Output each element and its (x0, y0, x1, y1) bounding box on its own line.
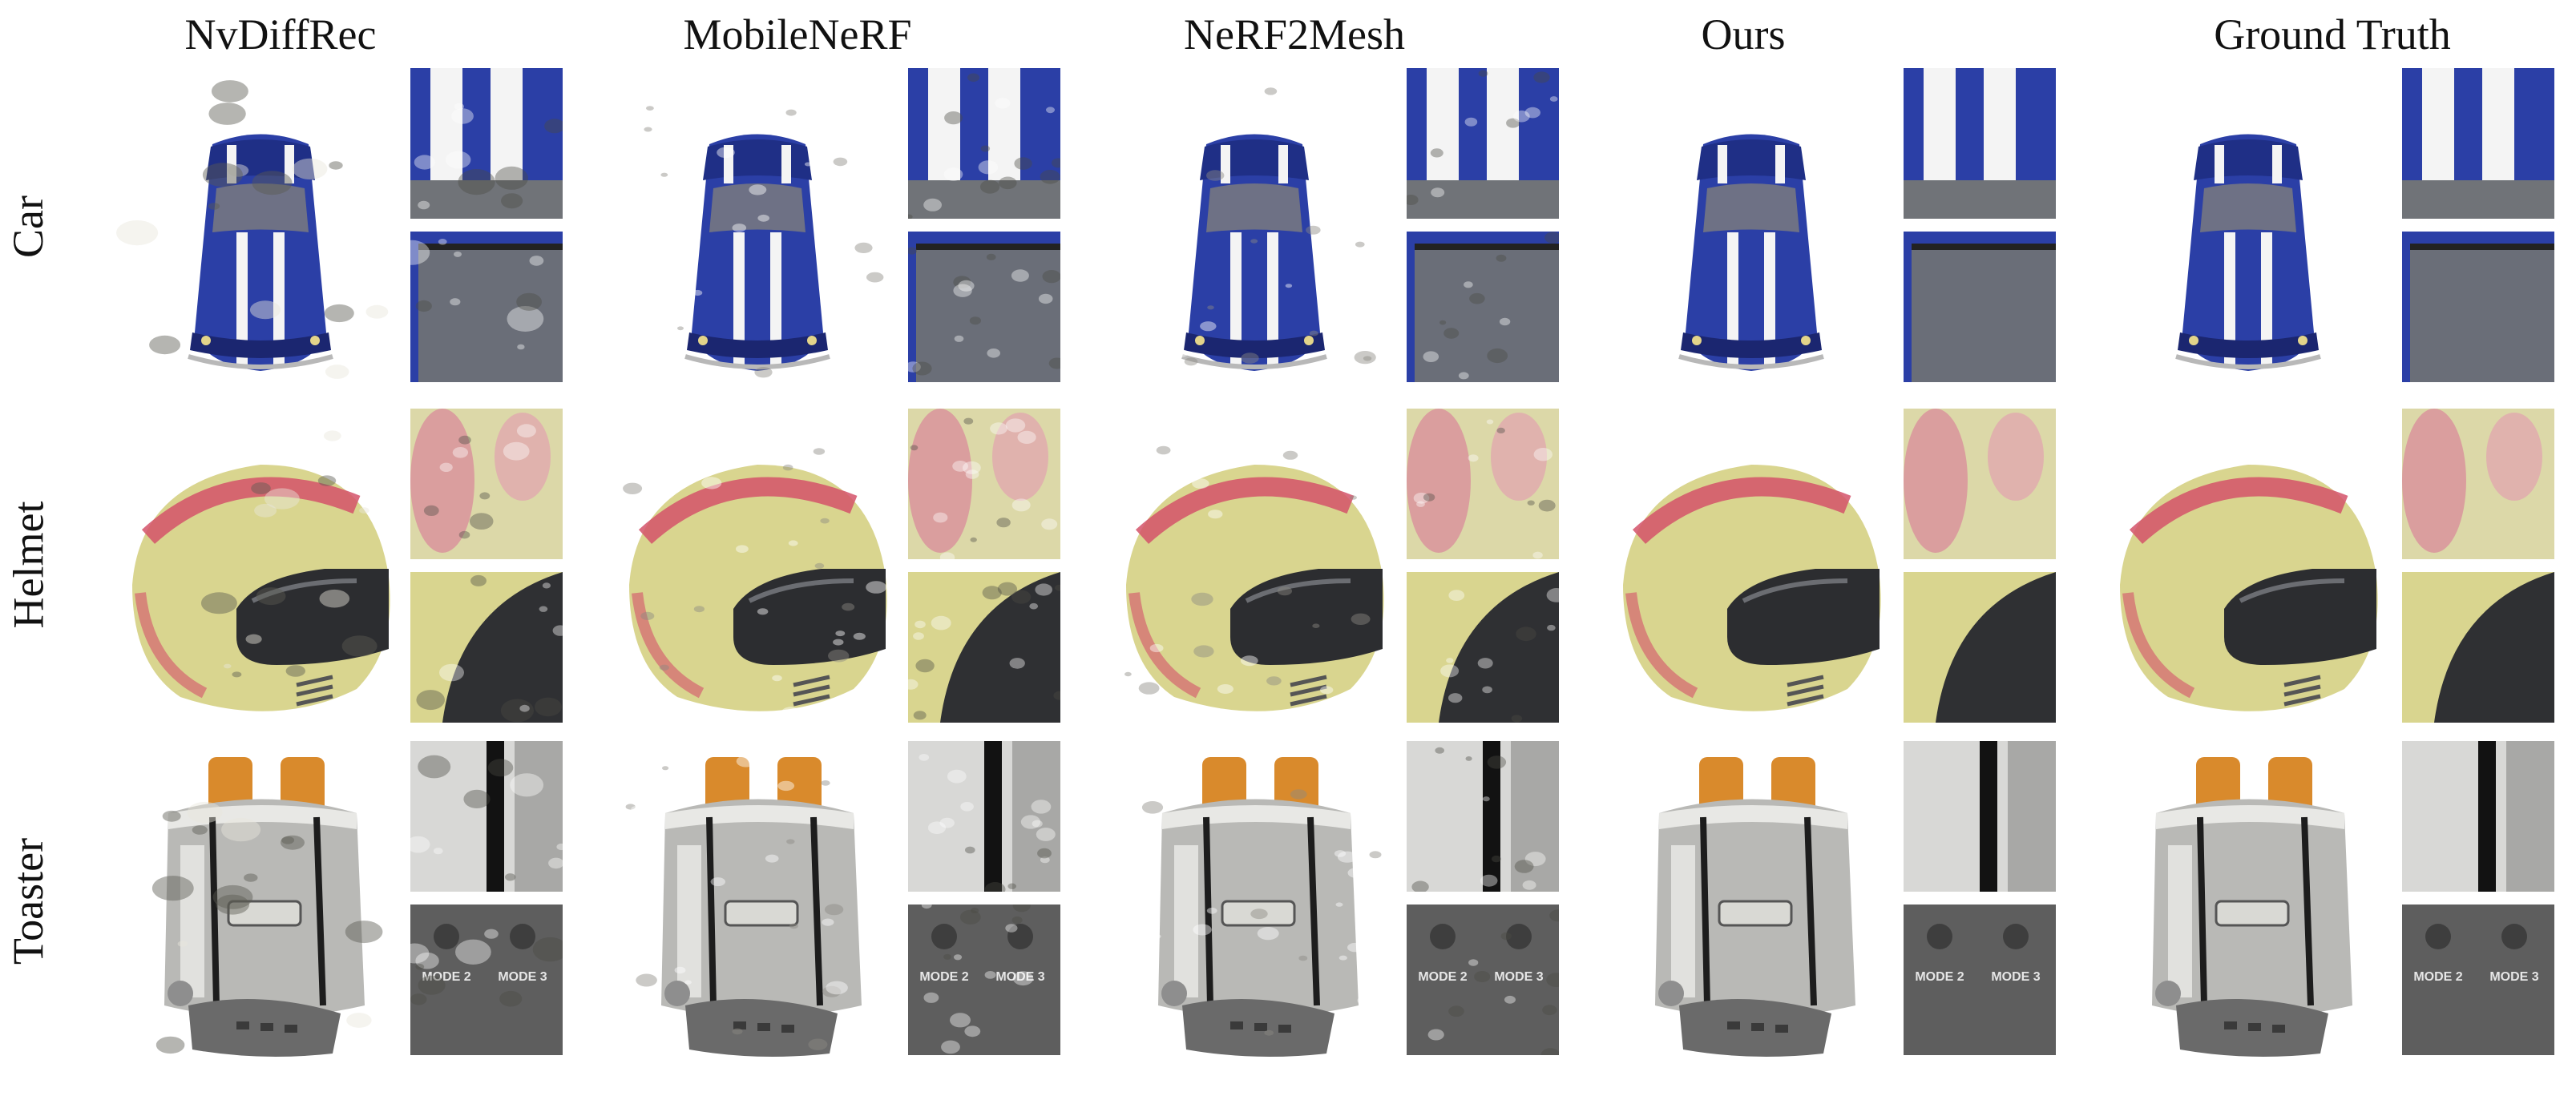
crop-helmet-ground-truth-1 (2402, 409, 2554, 559)
crop-car-nerf2mesh-2 (1407, 232, 1559, 382)
crop-helmet-mobilenerf-1 (908, 409, 1060, 559)
crop-car-nvdiffrec-1 (410, 68, 563, 219)
crop-car-nvdiffrec-2 (410, 232, 563, 382)
svg-text:MODE 3: MODE 3 (995, 970, 1044, 984)
crop-car-ground-truth-1 (2402, 68, 2554, 219)
crop-toaster-ours-2: MODE 2 MODE 3 (1904, 905, 2056, 1055)
render-car-ground-truth (2104, 68, 2392, 389)
render-toaster-nerf2mesh (1110, 741, 1399, 1062)
svg-text:MODE 2: MODE 2 (422, 970, 470, 984)
crop-toaster-nerf2mesh-1 (1407, 741, 1559, 892)
crop-helmet-nerf2mesh-2 (1407, 572, 1559, 723)
crop-toaster-nerf2mesh-2: MODE 2 MODE 3 (1407, 905, 1559, 1055)
svg-text:MODE 2: MODE 2 (2413, 970, 2462, 984)
svg-text:MODE 2: MODE 2 (1915, 970, 1964, 984)
render-toaster-ours (1607, 741, 1896, 1062)
column-header-ground-truth: Ground Truth (2214, 10, 2451, 58)
render-car-ours (1607, 68, 1896, 389)
render-car-mobilenerf (613, 68, 902, 389)
render-helmet-nvdiffrec (116, 409, 405, 729)
column-header-ours: Ours (1701, 10, 1786, 58)
crop-toaster-ours-1 (1904, 741, 2056, 892)
render-car-nvdiffrec (116, 68, 405, 389)
crop-helmet-ours-2 (1904, 572, 2056, 723)
svg-text:MODE 2: MODE 2 (919, 970, 968, 984)
crop-toaster-ground-truth-1 (2402, 741, 2554, 892)
crop-car-ours-2 (1904, 232, 2056, 382)
svg-text:MODE 3: MODE 3 (1991, 970, 2040, 984)
crop-helmet-ground-truth-2 (2402, 572, 2554, 723)
crop-helmet-nvdiffrec-1 (410, 409, 563, 559)
crop-toaster-mobilenerf-1 (908, 741, 1060, 892)
column-header-mobilenerf: MobileNeRF (683, 10, 912, 58)
crop-helmet-nvdiffrec-2 (410, 572, 563, 723)
render-toaster-nvdiffrec (116, 741, 405, 1062)
crop-toaster-nvdiffrec-1 (410, 741, 563, 892)
crop-car-nerf2mesh-1 (1407, 68, 1559, 219)
crop-toaster-ground-truth-2: MODE 2 MODE 3 (2402, 905, 2554, 1055)
render-toaster-ground-truth (2104, 741, 2392, 1062)
render-toaster-mobilenerf (613, 741, 902, 1062)
row-header-car: Car (4, 195, 52, 258)
crop-toaster-mobilenerf-2: MODE 2 MODE 3 (908, 905, 1060, 1055)
crop-helmet-ours-1 (1904, 409, 2056, 559)
crop-car-mobilenerf-2 (908, 232, 1060, 382)
svg-text:MODE 3: MODE 3 (498, 970, 547, 984)
column-header-nvdiffrec: NvDiffRec (184, 10, 377, 58)
render-helmet-ground-truth (2104, 409, 2392, 729)
crop-car-mobilenerf-1 (908, 68, 1060, 219)
render-helmet-mobilenerf (613, 409, 902, 729)
render-helmet-ours (1607, 409, 1896, 729)
svg-text:MODE 2: MODE 2 (1418, 970, 1467, 984)
render-car-nerf2mesh (1110, 68, 1399, 389)
svg-text:MODE 3: MODE 3 (2489, 970, 2538, 984)
crop-helmet-nerf2mesh-1 (1407, 409, 1559, 559)
render-helmet-nerf2mesh (1110, 409, 1399, 729)
crop-car-ours-1 (1904, 68, 2056, 219)
svg-text:MODE 3: MODE 3 (1494, 970, 1543, 984)
row-header-toaster: Toaster (4, 837, 52, 965)
crop-helmet-mobilenerf-2 (908, 572, 1060, 723)
row-header-helmet: Helmet (4, 501, 53, 629)
crop-car-ground-truth-2 (2402, 232, 2554, 382)
crop-toaster-nvdiffrec-2: MODE 2 MODE 3 (410, 905, 563, 1055)
column-header-nerf2mesh: NeRF2Mesh (1183, 10, 1405, 58)
